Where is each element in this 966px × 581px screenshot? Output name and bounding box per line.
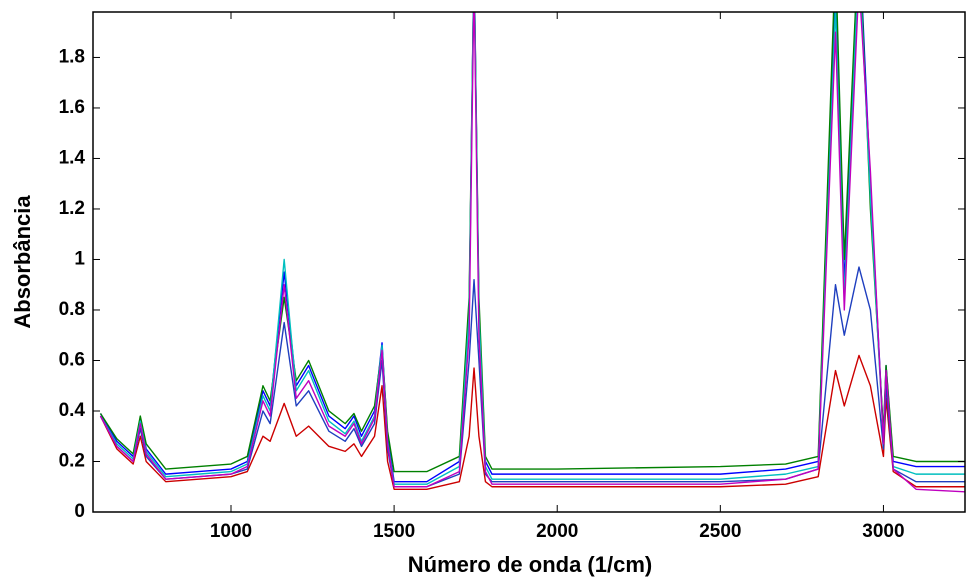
y-tick-label: 0 [74, 501, 85, 522]
y-tick-label: 1.8 [59, 46, 85, 67]
spectrum-line [99, 12, 965, 485]
y-tick-label: 1.2 [59, 198, 85, 219]
y-tick-label: 1.6 [59, 97, 85, 118]
x-tick-label: 2500 [699, 521, 741, 542]
spectrum-line [99, 12, 965, 473]
spectrum-line [99, 12, 965, 483]
y-tick-label: 0.4 [59, 400, 86, 421]
axes-frame [92, 11, 966, 513]
x-tick-label: 2000 [536, 521, 578, 542]
y-axis-label: Absorbância [10, 195, 35, 329]
y-tick-label: 1 [74, 248, 85, 269]
x-axis-label: Número de onda (1/cm) [408, 552, 652, 577]
spectrum-line [99, 354, 965, 490]
x-tick-label: 1500 [373, 521, 415, 542]
y-tick-label: 0.2 [59, 451, 85, 472]
y-tick-label: 0.6 [59, 350, 85, 371]
spectrum-line [99, 266, 965, 488]
spectrum-line [99, 12, 966, 493]
plot-lines [99, 12, 966, 493]
x-tick-label: 3000 [862, 521, 904, 542]
x-tick-label: 1000 [210, 521, 252, 542]
y-tick-label: 1.4 [59, 147, 86, 168]
y-tick-label: 0.8 [59, 299, 85, 320]
